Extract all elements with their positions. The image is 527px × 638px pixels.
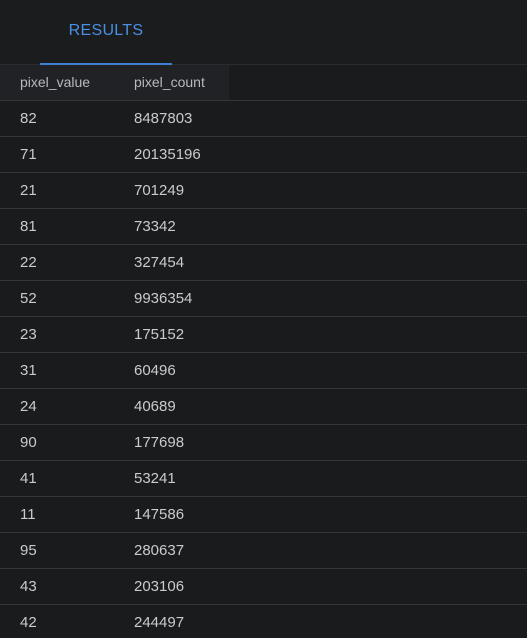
table-row[interactable]: 52 9936354	[0, 281, 527, 317]
cell-pixel-count: 73342	[134, 218, 176, 235]
cell-pixel-count: 280637	[134, 542, 185, 559]
cell-pixel-value: 11	[20, 506, 36, 523]
table-row[interactable]: 82 8487803	[0, 101, 527, 137]
table-row[interactable]: 24 40689	[0, 389, 527, 425]
cell-pixel-value: 31	[20, 362, 37, 379]
cell-pixel-value: 42	[20, 614, 37, 631]
cell-pixel-value: 21	[20, 182, 37, 199]
tab-results[interactable]: RESULTS	[40, 0, 172, 65]
tab-bar: RESULTS	[0, 0, 527, 65]
cell-pixel-value: 90	[20, 434, 37, 451]
column-header-pixel-value[interactable]: pixel_value	[20, 74, 91, 90]
table-row[interactable]: 11 147586	[0, 497, 527, 533]
table-row[interactable]: 31 60496	[0, 353, 527, 389]
table-row[interactable]: 42 244497	[0, 605, 527, 638]
cell-pixel-count: 9936354	[134, 290, 193, 307]
cell-pixel-count: 60496	[134, 362, 176, 379]
column-header-pixel-count[interactable]: pixel_count	[134, 74, 205, 90]
cell-pixel-value: 22	[20, 254, 37, 271]
cell-pixel-count: 327454	[134, 254, 185, 271]
results-table: pixel_value pixel_count 82 8487803 71 20135…	[0, 65, 527, 638]
cell-pixel-value: 23	[20, 326, 37, 343]
table-row[interactable]: 23 175152	[0, 317, 527, 353]
cell-pixel-count: 147586	[134, 506, 185, 523]
table-row[interactable]: 41 53241	[0, 461, 527, 497]
cell-pixel-value: 43	[20, 578, 37, 595]
table-row[interactable]: 81 73342	[0, 209, 527, 245]
cell-pixel-value: 82	[20, 110, 37, 127]
cell-pixel-count: 20135196	[134, 146, 201, 163]
table-row[interactable]: 21 701249	[0, 173, 527, 209]
cell-pixel-value: 95	[20, 542, 37, 559]
cell-pixel-count: 203106	[134, 578, 185, 595]
table-row[interactable]: 90 177698	[0, 425, 527, 461]
table-row[interactable]: 71 20135196	[0, 137, 527, 173]
cell-pixel-count: 244497	[134, 614, 185, 631]
table-row[interactable]: 22 327454	[0, 245, 527, 281]
tab-results-label: RESULTS	[68, 21, 144, 39]
cell-pixel-count: 701249	[134, 182, 185, 199]
table-header-background	[0, 65, 229, 100]
cell-pixel-count: 40689	[134, 398, 176, 415]
table-header-row: pixel_value pixel_count	[0, 65, 527, 101]
cell-pixel-count: 53241	[134, 470, 176, 487]
table-row[interactable]: 95 280637	[0, 533, 527, 569]
cell-pixel-count: 8487803	[134, 110, 193, 127]
cell-pixel-value: 52	[20, 290, 37, 307]
cell-pixel-value: 41	[20, 470, 37, 487]
cell-pixel-count: 177698	[134, 434, 185, 451]
table-body: 82 8487803 71 20135196 21 701249 81 73342 22 3274…	[0, 101, 527, 638]
cell-pixel-value: 24	[20, 398, 37, 415]
cell-pixel-value: 71	[20, 146, 37, 163]
cell-pixel-value: 81	[20, 218, 37, 235]
cell-pixel-count: 175152	[134, 326, 185, 343]
table-row[interactable]: 43 203106	[0, 569, 527, 605]
